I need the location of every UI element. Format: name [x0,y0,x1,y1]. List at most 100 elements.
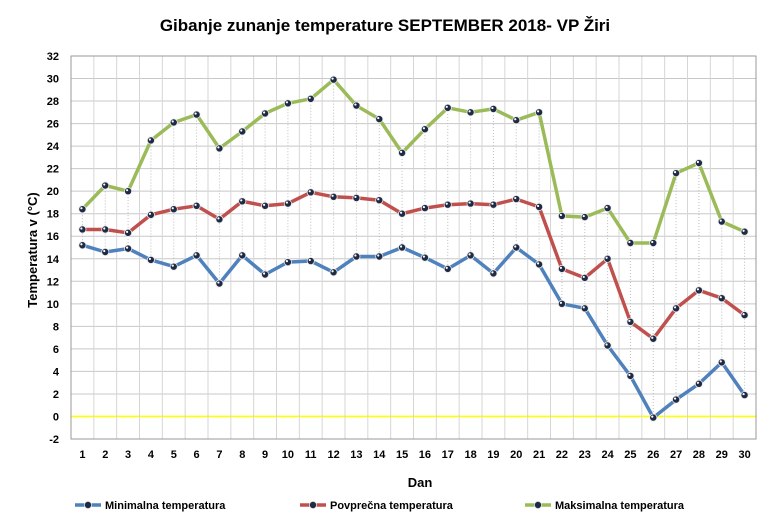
data-point-series-3 [192,110,201,119]
data-point-highlight [377,198,380,201]
data-point-highlight [536,110,540,113]
data-point-marker [466,199,475,208]
legend-item: Minimalna temperatura [75,500,226,512]
data-point-highlight [354,254,357,257]
series-line-1 [80,243,747,420]
data-point-marker [352,193,361,202]
data-point-marker [466,108,475,117]
data-point-series-3 [261,109,270,118]
x-tick-label: 13 [350,449,362,461]
data-point-highlight [103,183,106,186]
data-point-marker [101,181,110,190]
x-tick-label: 4 [148,449,155,461]
data-point-marker [238,197,247,206]
data-point-marker [626,317,635,326]
data-point-marker [375,115,384,124]
data-point-marker [740,391,749,400]
data-point-series-3 [717,217,726,226]
data-point-series-3 [238,127,247,136]
data-point-series-2 [580,273,589,282]
data-point-marker [124,187,133,196]
data-point-marker [443,264,452,273]
data-point-marker [466,251,475,260]
data-point-marker [443,103,452,112]
data-point-highlight [696,381,700,384]
data-point-marker [694,379,703,388]
data-point-highlight [582,214,585,218]
data-point-series-1 [694,379,703,388]
data-point-series-2 [535,202,544,211]
data-point-series-1 [626,371,635,380]
data-point-series-3 [101,181,110,190]
data-point-highlight [262,111,266,114]
data-point-marker [717,358,726,367]
x-tick-label: 26 [647,449,659,461]
data-point-series-1 [398,243,407,252]
data-point-marker [672,304,681,313]
data-point-highlight [217,146,220,149]
data-point-highlight [171,264,174,267]
data-point-marker [192,201,201,210]
data-point-highlight [628,373,631,377]
x-tick-label: 25 [624,449,636,461]
data-point-series-2 [283,199,292,208]
data-point-marker [192,251,201,260]
data-point-marker [717,294,726,303]
data-point-marker [603,254,612,263]
data-point-marker [580,304,589,313]
y-tick-label: 30 [47,74,59,86]
data-point-marker [78,241,87,250]
data-point-series-1 [169,262,178,271]
data-point-highlight [331,194,334,197]
data-point-marker [672,169,681,178]
data-point-marker [580,213,589,222]
data-point-series-3 [466,108,475,117]
data-point-marker [238,251,247,260]
y-tick-label: 12 [47,276,59,288]
data-point-highlight [628,240,631,244]
data-point-highlight [651,240,654,244]
data-point-highlight [742,229,745,232]
data-point-highlight [422,205,426,209]
data-point-series-1 [740,391,749,400]
x-tick-label: 29 [716,449,728,461]
data-point-marker [649,238,658,247]
data-point-marker [146,136,155,145]
data-point-series-1 [329,268,338,277]
data-point-series-3 [146,136,155,145]
data-point-highlight [194,253,197,256]
data-point-series-1 [649,413,658,422]
data-point-highlight [194,203,197,206]
data-point-marker [375,252,384,261]
data-point-series-1 [672,395,681,404]
data-point-marker [535,202,544,211]
data-point-highlight [285,260,289,263]
data-point-highlight [240,129,243,132]
data-point-series-2 [215,215,224,224]
y-tick-label: 20 [47,186,59,198]
data-point-highlight [536,262,540,265]
data-point-series-1 [489,269,498,278]
x-tick-label: 24 [601,449,614,461]
data-point-series-2 [78,225,87,234]
x-tick-label: 15 [396,449,408,461]
data-point-series-1 [306,257,315,266]
data-point-marker [124,228,133,237]
data-point-series-1 [375,252,384,261]
data-point-highlight [103,249,106,253]
data-point-series-3 [512,116,521,125]
data-point-series-2 [466,199,475,208]
data-point-series-3 [329,75,338,84]
data-point-series-3 [124,187,133,196]
data-point-marker [557,264,566,273]
data-point-series-1 [238,251,247,260]
data-point-marker [283,199,292,208]
data-point-marker [420,204,429,213]
data-point-highlight [80,227,83,230]
data-point-series-1 [146,255,155,264]
data-point-marker [283,99,292,108]
data-point-marker [626,238,635,247]
data-point-highlight [308,96,311,99]
data-point-marker [512,243,521,252]
